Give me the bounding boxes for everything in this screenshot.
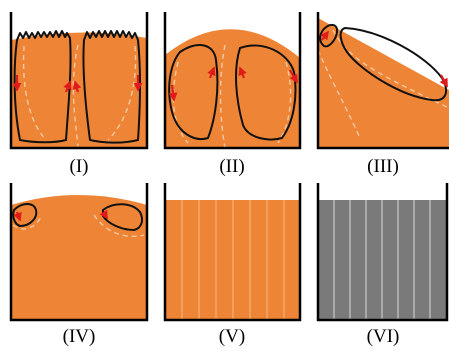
panel-4-dashed-line-right bbox=[93, 214, 145, 237]
panel-5 bbox=[163, 183, 302, 322]
panel-3-dashed-line-2 bbox=[317, 49, 361, 139]
panel-1-vortex-left bbox=[13, 30, 72, 144]
panel-3 bbox=[316, 12, 449, 150]
panel-1-dashed-line-right bbox=[107, 45, 137, 141]
panel-2-dashed-line-center bbox=[219, 44, 226, 149]
panel-4-vortex-right bbox=[102, 203, 143, 231]
panel-1-container bbox=[9, 12, 149, 150]
panel-6-label: (VI) bbox=[366, 326, 400, 347]
panel-2-dashed-line-left bbox=[172, 61, 189, 144]
panel-2-flow-arrow-4 bbox=[289, 69, 298, 84]
panel-5-label: (V) bbox=[218, 326, 246, 347]
panel-2-flow-arrow-2 bbox=[207, 66, 216, 79]
panel-5-container bbox=[163, 183, 302, 322]
panel-6 bbox=[316, 183, 449, 322]
panel-3-container bbox=[316, 12, 449, 150]
panel-3-label: (III) bbox=[367, 156, 399, 177]
panel-6-container bbox=[316, 183, 449, 322]
panel-1-flow-arrow-3 bbox=[72, 80, 82, 93]
panel-2-flow-arrow-1 bbox=[168, 84, 178, 102]
panel-2-container bbox=[163, 12, 302, 150]
panel-3-vortex-small bbox=[319, 24, 339, 48]
panel-1 bbox=[9, 12, 149, 150]
panel-3-flow-arrow-1 bbox=[320, 30, 330, 41]
panel-1-dashed-line-center bbox=[72, 44, 79, 147]
panel-1-dashed-line-left bbox=[22, 45, 47, 141]
panel-2 bbox=[163, 12, 302, 150]
panel-1-fluid bbox=[11, 32, 147, 148]
panel-3-flow-arrow-2 bbox=[439, 74, 448, 88]
panel-4-fluid bbox=[11, 195, 147, 320]
panel-4-container bbox=[9, 183, 149, 322]
panel-3-vortex-large bbox=[339, 27, 448, 102]
panel-2-flow-arrow-3 bbox=[238, 66, 247, 79]
panel-2-vortex-left bbox=[168, 44, 219, 140]
panel-3-dashed-line-1 bbox=[332, 29, 449, 109]
panel-1-vortex-right bbox=[82, 30, 141, 144]
panel-4-label: (IV) bbox=[62, 326, 96, 347]
panel-4 bbox=[9, 183, 149, 322]
panel-2-vortex-right bbox=[235, 44, 297, 141]
panel-4-flow-arrow-2 bbox=[99, 209, 108, 220]
panel-2-label: (II) bbox=[219, 156, 245, 177]
panel-4-flow-arrow-1 bbox=[13, 211, 22, 222]
panel-4-dashed-line-left bbox=[12, 214, 43, 230]
panel-2-fluid bbox=[165, 29, 300, 149]
panel-1-label: (I) bbox=[69, 156, 89, 177]
panel-1-flow-arrow-2 bbox=[63, 80, 72, 93]
